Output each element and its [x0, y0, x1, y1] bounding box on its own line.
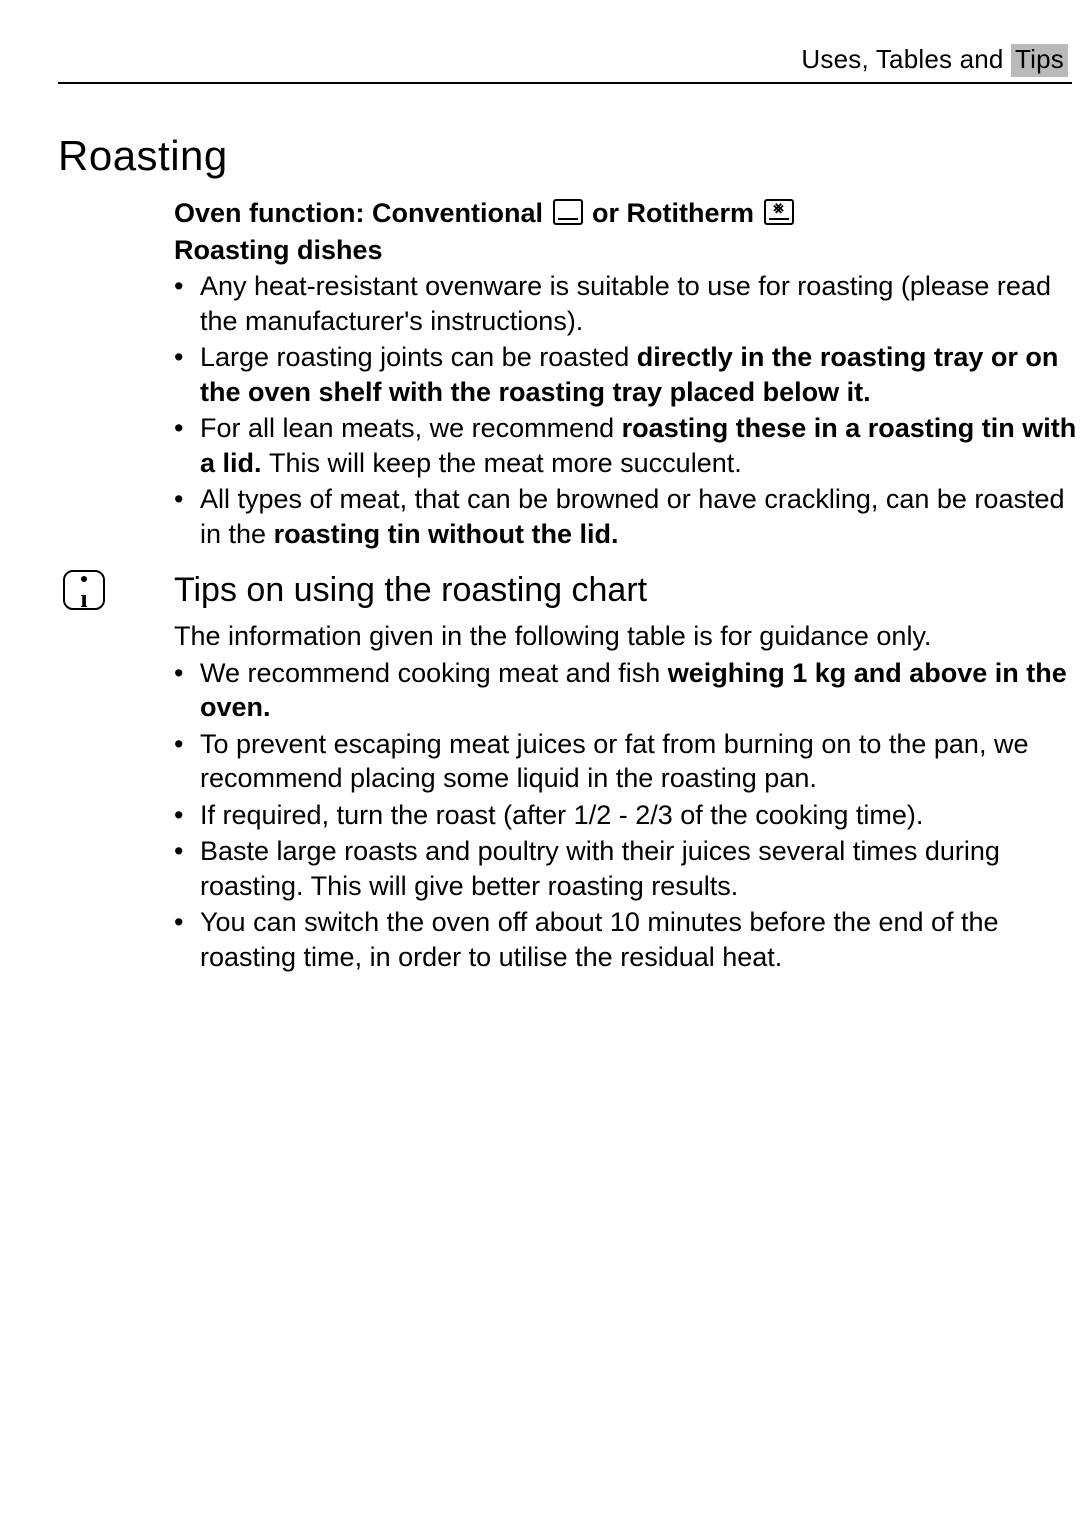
- list-item: All types of meat, that can be browned o…: [174, 482, 1080, 551]
- list-item: Baste large roasts and poultry with thei…: [174, 834, 1080, 903]
- rotitherm-glyph: ⨳: [766, 197, 792, 219]
- info-icon-dot: [81, 576, 87, 582]
- oven-function-line: Oven function: Conventional or Rotitherm…: [174, 196, 1080, 231]
- section1-bullets: Any heat-resistant ovenware is suitable …: [174, 269, 1080, 551]
- list-item: If required, turn the roast (after 1/2 -…: [174, 798, 1080, 833]
- oven-function-pre: Oven function: Conventional: [174, 198, 551, 228]
- header-text-left: Uses, Tables and: [801, 44, 1011, 74]
- header-rule: [58, 82, 1072, 84]
- list-item: We recommend cooking meat and fish weigh…: [174, 656, 1080, 725]
- info-icon: ı: [63, 570, 105, 610]
- section2-bullets: We recommend cooking meat and fish weigh…: [174, 656, 1080, 975]
- list-item: To prevent escaping meat juices or fat f…: [174, 727, 1080, 796]
- list-item: Any heat-resistant ovenware is suitable …: [174, 269, 1080, 338]
- tips-heading: Tips on using the roasting chart: [174, 569, 1080, 613]
- text-run: We recommend cooking meat and fish: [200, 658, 668, 688]
- oven-function-mid: or Rotitherm: [592, 198, 762, 228]
- list-item: Large roasting joints can be roasted dir…: [174, 340, 1080, 409]
- conventional-icon: [553, 199, 583, 225]
- text-run: This will keep the meat more succulent.: [269, 448, 742, 478]
- list-item: You can switch the oven off about 10 min…: [174, 905, 1080, 974]
- text-run: For all lean meats, we recommend: [200, 413, 622, 443]
- text-run: Large roasting joints can be roasted: [200, 342, 637, 372]
- body-content: Oven function: Conventional or Rotitherm…: [174, 196, 1080, 976]
- rotitherm-icon: ⨳: [764, 199, 794, 225]
- tips-intro: The information given in the following t…: [174, 619, 1080, 654]
- text-run: To prevent escaping meat juices or fat f…: [200, 729, 1028, 794]
- roasting-dishes-subtitle: Roasting dishes: [174, 233, 1080, 268]
- bold-run: roasting tin without the lid.: [274, 519, 619, 549]
- info-icon-stem: ı: [80, 586, 87, 612]
- text-run: If required, turn the roast (after 1/2 -…: [200, 800, 923, 830]
- page-title: Roasting: [58, 132, 228, 180]
- running-header: Uses, Tables and Tips: [801, 44, 1068, 77]
- text-run: Baste large roasts and poultry with thei…: [200, 836, 1000, 901]
- page: Uses, Tables and Tips Roasting ı Oven fu…: [0, 0, 1080, 1529]
- list-item: For all lean meats, we recommend roastin…: [174, 411, 1080, 480]
- text-run: You can switch the oven off about 10 min…: [200, 907, 999, 972]
- text-run: Any heat-resistant ovenware is suitable …: [200, 271, 1051, 336]
- header-text-boxed: Tips: [1011, 44, 1068, 77]
